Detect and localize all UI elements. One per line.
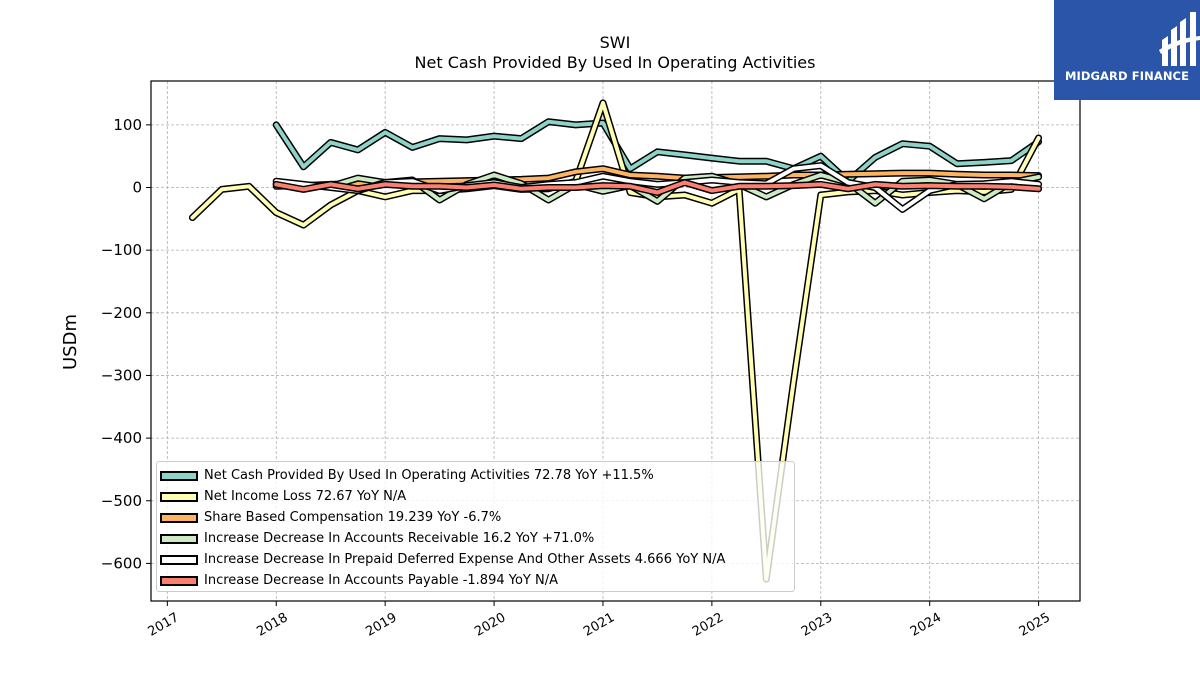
legend-label: Increase Decrease In Accounts Receivable… [204, 531, 595, 546]
legend-item: Increase Decrease In Accounts Payable -1… [160, 570, 794, 591]
y-tick-label: 0 [132, 179, 142, 197]
x-tick-label: 2025 [1017, 610, 1053, 640]
x-tick-label: 2022 [690, 610, 726, 640]
series-line [274, 163, 1041, 212]
logo-mark-icon [1159, 12, 1200, 66]
y-tick-label: −200 [101, 304, 142, 322]
y-tick-label: −400 [101, 429, 142, 447]
series-line [274, 119, 1041, 184]
series-net-income-loss [188, 99, 1043, 583]
legend-label: Share Based Compensation 19.239 YoY -6.7… [204, 510, 502, 525]
legend-item: Increase Decrease In Prepaid Deferred Ex… [160, 549, 794, 570]
y-axis-label: USDm [60, 314, 81, 370]
legend-swatch [160, 491, 198, 502]
legend-item: Increase Decrease In Accounts Receivable… [160, 528, 794, 549]
y-tick-label: 100 [113, 116, 142, 134]
x-tick-label: 2018 [254, 610, 290, 640]
legend-label: Increase Decrease In Accounts Payable -1… [204, 573, 558, 588]
series-increase-decrease-in-prepaid-deferred-expense-and-other-assets [272, 162, 1043, 213]
series-line [274, 180, 1041, 195]
chart-subtitle: Net Cash Provided By Used In Operating A… [415, 53, 816, 72]
logo-text: MIDGARD FINANCE [1064, 69, 1190, 83]
legend-swatch [160, 512, 198, 523]
legend-swatch [160, 470, 198, 481]
x-tick-label: 2020 [472, 610, 508, 640]
legend-label: Net Cash Provided By Used In Operating A… [204, 468, 654, 483]
legend-swatch [160, 575, 198, 586]
legend-item: Share Based Compensation 19.239 YoY -6.7… [160, 507, 794, 528]
x-tick-label: 2017 [146, 610, 182, 640]
legend-item: Net Cash Provided By Used In Operating A… [160, 465, 794, 486]
x-tick-label: 2024 [908, 610, 944, 640]
y-tick-label: −300 [101, 366, 142, 384]
plot-frame [150, 80, 1081, 602]
legend-swatch [160, 533, 198, 544]
y-tick-label: −500 [101, 492, 142, 510]
x-tick-label: 2023 [799, 610, 835, 640]
series-net-cash-provided-by-used-in-operating-activities [272, 118, 1043, 185]
legend-label: Net Income Loss 72.67 YoY N/A [204, 489, 407, 504]
legend-swatch [160, 554, 198, 565]
legend-item: Net Income Loss 72.67 YoY N/A [160, 486, 794, 507]
legend: Net Cash Provided By Used In Operating A… [156, 461, 795, 592]
y-tick-label: −100 [101, 241, 142, 259]
y-tick-label: −600 [101, 554, 142, 572]
series-increase-decrease-in-accounts-payable [272, 179, 1043, 196]
series-line [190, 100, 1041, 582]
chart-title: SWI [600, 33, 631, 52]
plot-lines [188, 99, 1043, 583]
x-tick-label: 2021 [581, 610, 617, 640]
brand-logo: MIDGARD FINANCE [1054, 0, 1200, 100]
x-tick-label: 2019 [363, 610, 399, 640]
legend-label: Increase Decrease In Prepaid Deferred Ex… [204, 552, 726, 567]
